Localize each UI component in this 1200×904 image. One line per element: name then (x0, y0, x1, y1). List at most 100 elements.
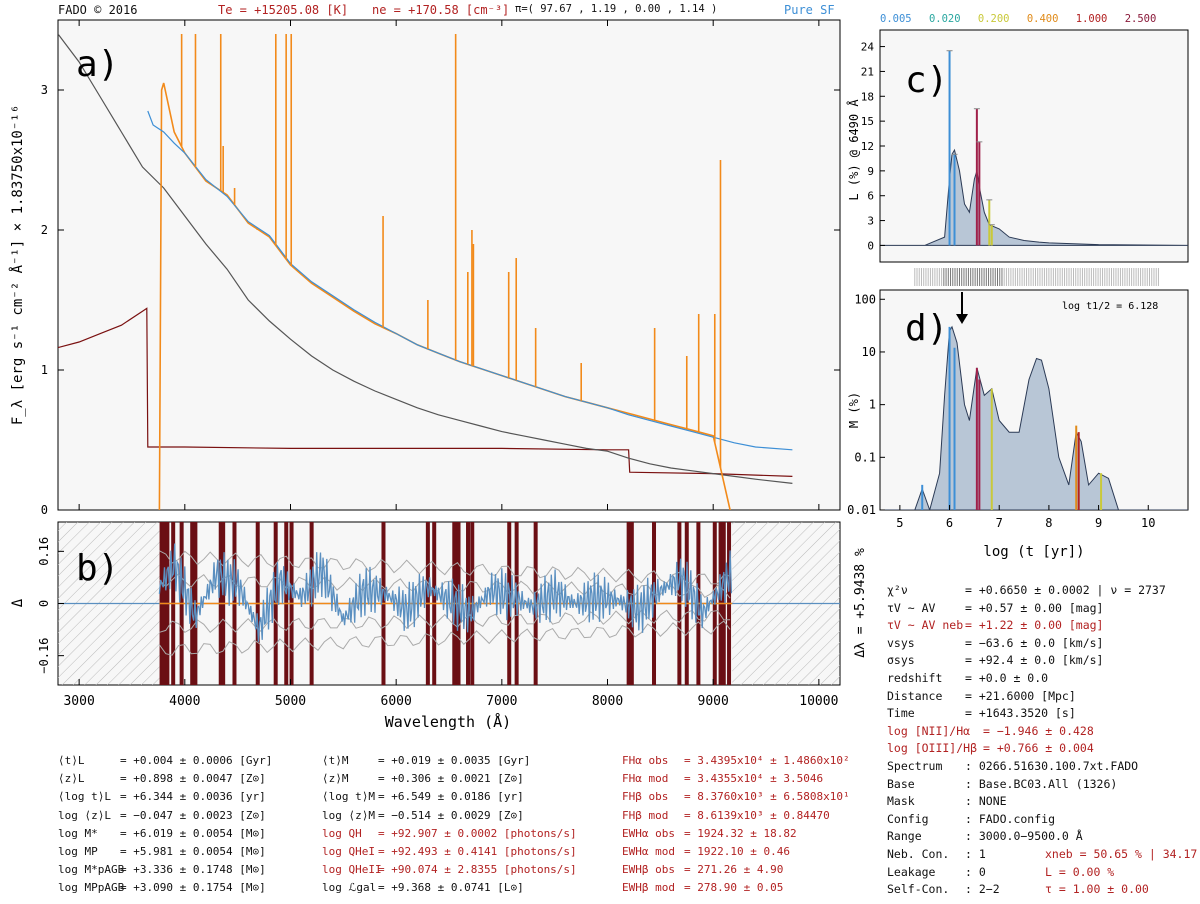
param-value: : FADO.config (965, 811, 1056, 826)
error-envelope (159, 550, 731, 585)
param-key: Neb. Con. (887, 846, 950, 861)
pi-value: π=( 97.67 , 1.19 , 0.00 , 1.14 ) (515, 3, 718, 15)
table-value: = 3.4355x10⁴ ± 3.5046 (684, 772, 824, 786)
table-row: EWHβ mod = 278.90 ± 0.05 (622, 879, 850, 897)
table-key: EWHβ mod (622, 881, 675, 895)
error-envelope (159, 573, 731, 599)
param-extra: τ = 1.00 ± 0.00 (1045, 882, 1149, 897)
table-key: FHβ mod (622, 808, 669, 822)
table-key: EWHβ obs (622, 863, 675, 877)
table-row: log ⟨z⟩L = −0.047 ± 0.0023 [Z⊙] (58, 807, 272, 825)
panel-d-y-title: M (%) (847, 392, 861, 428)
param-key: Leakage (887, 864, 936, 879)
param-key: Config (887, 811, 929, 826)
y-tick-label: 1 (869, 398, 876, 412)
table-key: ⟨log t⟩M (322, 790, 375, 804)
param-value: = +1643.3520 [s] (965, 706, 1076, 721)
age-legend-2: 0.020 (928, 13, 961, 25)
age-legend: 0.005 0.020 0.200 0.400 1.000 2.500 (880, 13, 1167, 25)
y-tick-label: 2 (41, 223, 48, 237)
x-tick-label: 9 (1095, 516, 1102, 530)
table-row: ⟨t⟩M = +0.019 ± 0.0035 [Gyr] (322, 752, 577, 770)
param-row: τV ~ AV = +0.57 ± 0.00 [mag] (887, 600, 1200, 618)
param-value: = −1.946 ± 0.428 (983, 723, 1094, 738)
table-row: ⟨log t⟩L = +6.344 ± 0.0036 [yr] (58, 788, 272, 806)
table-key: ⟨z⟩L (58, 772, 85, 786)
param-key: log [NII]/Hα (887, 723, 971, 738)
table-row: log MP = +5.981 ± 0.0054 [M⊙] (58, 843, 272, 861)
table-row: EWHβ obs = 271.26 ± 4.90 (622, 861, 850, 879)
panel-a-frame (57, 19, 841, 511)
table-key: FHβ obs (622, 790, 669, 804)
param-key: τV ~ AV (887, 600, 936, 615)
te-value: Te = +15205.08 [K] (218, 3, 349, 17)
param-row: redshift = +0.0 ± 0.0 (887, 670, 1200, 688)
param-row: σsys = +92.4 ± 0.0 [km/s] (887, 652, 1200, 670)
param-row: Neb. Con. : 1 xneb = 50.65 % | 34.17 % (887, 846, 1200, 864)
table-value: = +5.981 ± 0.0054 [M⊙] (120, 845, 266, 859)
table-value: = +92.907 ± 0.0002 [photons/s] (378, 826, 577, 840)
table-row: log M*pAGB = +3.336 ± 0.1748 [M⊙] (58, 861, 272, 879)
table-row: FHβ mod = 8.6139x10³ ± 0.84470 (622, 807, 850, 825)
series-line-nebular-continuum (58, 307, 793, 477)
param-key: Spectrum (887, 758, 943, 773)
param-key: χ²ν (887, 583, 908, 597)
table-value: = +9.368 ± 0.0741 [L⊙] (378, 881, 524, 895)
panel-c-y-title: L (%) @ 6490 Å (846, 99, 861, 201)
table-key: log M*pAGB (58, 863, 125, 877)
table-key: log ⟨z⟩L (58, 808, 111, 822)
x-tick-label: 6 (946, 516, 953, 530)
y-tick-label: 6 (867, 190, 874, 203)
param-extra: xneb = 50.65 % | 34.17 % (1045, 846, 1200, 861)
table-value: = +0.306 ± 0.0021 [Z⊙] (378, 772, 524, 786)
y-tick-label: 3 (41, 83, 48, 97)
age-legend-1: 0.005 (880, 13, 912, 25)
panel-d-x-title: log (t [yr]) (983, 544, 1084, 560)
y-tick-label: 1 (41, 363, 48, 377)
table-key: log MPpAGB (58, 881, 125, 895)
table-key: EWHα mod (622, 845, 675, 859)
table-row: ⟨z⟩L = +0.898 ± 0.0047 [Z⊙] (58, 770, 272, 788)
y-tick-label: 3 (867, 215, 874, 228)
arrow-icon (956, 292, 968, 324)
panel-c-frame (879, 29, 1189, 263)
table-key: log ℒgal (322, 881, 377, 895)
param-extra: L = 0.00 % (1045, 864, 1115, 879)
param-key: redshift (887, 670, 943, 685)
table-value: = +3.336 ± 0.1748 [M⊙] (120, 863, 266, 877)
table-value: = 8.3760x10³ ± 6.5808x10¹ (684, 790, 850, 804)
table-row: log MPpAGB = +3.090 ± 0.1754 [M⊙] (58, 879, 272, 897)
x-axis-title: Wavelength (Å) (385, 712, 511, 731)
y-tick-label: −0.16 (37, 638, 51, 674)
param-value: = +92.4 ± 0.0 [km/s] (965, 653, 1104, 668)
y-tick-label: 0.1 (854, 450, 876, 464)
table-value: = +0.004 ± 0.0006 [Gyr] (120, 754, 273, 767)
param-row: τV ~ AV neb = +1.22 ± 0.00 [mag] (887, 617, 1200, 635)
table-value: = +0.898 ± 0.0047 [Z⊙] (120, 772, 266, 786)
table-key: ⟨t⟩M (322, 754, 349, 767)
x-tick-label: 10000 (799, 694, 838, 709)
series-line-stellar (58, 33, 793, 484)
age-legend-3: 0.200 (977, 13, 1010, 25)
table-value: = +90.074 ± 2.8355 [photons/s] (378, 863, 577, 877)
table-value: = 3.4395x10⁴ ± 1.4860x10² (684, 754, 850, 767)
param-key: Mask (887, 794, 915, 809)
panel-d-label: d) (905, 308, 948, 349)
param-key: Self-Con. (887, 882, 950, 897)
line-flux-table: FHα obs = 3.4395x10⁴ ± 1.4860x10² FHα mod… (622, 752, 850, 898)
param-row: χ²ν = +0.6650 ± 0.0002 | ν = 2737 (887, 582, 1200, 600)
param-value: : 1 (965, 846, 986, 861)
param-value: = +21.6000 [Mpc] (965, 688, 1076, 703)
table-row: FHα mod = 3.4355x10⁴ ± 3.5046 (622, 770, 850, 788)
table-value: = 8.6139x10³ ± 0.84470 (684, 808, 830, 822)
param-key: log [OIII]/Hβ (887, 741, 978, 756)
table-key: log ⟨z⟩M (322, 808, 375, 822)
param-row: vsys = −63.6 ± 0.0 [km/s] (887, 635, 1200, 653)
table-key: log QH (322, 826, 362, 840)
x-tick-label: 5000 (275, 694, 306, 709)
table-value: = 1922.10 ± 0.46 (684, 845, 790, 859)
table-row: FHα obs = 3.4395x10⁴ ± 1.4860x10² (622, 752, 850, 770)
y-tick-label: 21 (861, 65, 874, 78)
table-value: = +0.019 ± 0.0035 [Gyr] (378, 754, 531, 767)
